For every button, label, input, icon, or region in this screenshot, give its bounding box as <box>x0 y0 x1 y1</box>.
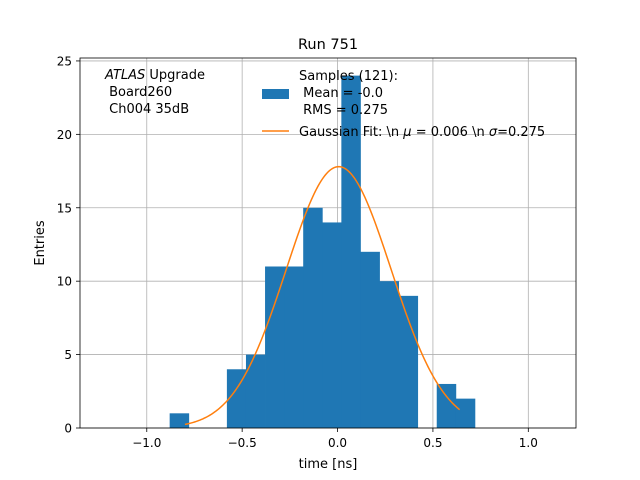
annotation-line-2: Board260 <box>105 85 172 100</box>
histogram-bar <box>360 251 380 428</box>
x-tick-label: 1.0 <box>519 436 538 450</box>
x-tick-label: 0.5 <box>423 436 442 450</box>
histogram-bar <box>265 266 285 428</box>
annotation-line-3: Ch004 35dB <box>105 102 189 117</box>
histogram-bar <box>341 75 361 428</box>
histogram-bar <box>303 207 323 428</box>
histogram-bars <box>169 75 476 428</box>
annotation-line-1: ATLAS Upgrade <box>104 68 205 83</box>
legend-histogram-line-2: Mean = -0.0 <box>299 86 383 101</box>
histogram-bar <box>169 413 190 428</box>
legend-histogram-line-3: RMS = 0.275 <box>299 103 388 118</box>
histogram-bar <box>322 222 342 428</box>
gaussian-fit-curve <box>184 165 461 426</box>
histogram-bar <box>436 383 457 428</box>
legend-fit-label: Gaussian Fit: \n μ = 0.006 \n σ=0.275 <box>299 125 545 140</box>
x-tick-label: 0.0 <box>328 436 347 450</box>
annotation-upgrade: Upgrade <box>145 68 205 83</box>
y-tick-label: 20 <box>57 128 72 142</box>
y-axis-label: Entries <box>33 220 48 266</box>
histogram-bar <box>245 354 266 428</box>
histogram-bar <box>226 369 247 428</box>
x-axis-label: time [ns] <box>299 457 358 472</box>
legend-fit-sigma: σ <box>489 125 498 140</box>
legend-histogram-line-1: Samples (121): <box>299 69 398 84</box>
y-axis-ticks: 0 5 10 15 20 25 <box>57 54 80 436</box>
legend-fit-prefix: Gaussian Fit: \n <box>299 125 403 140</box>
legend-fit-mid: = 0.006 \n <box>412 125 489 140</box>
x-tick-label: −1.0 <box>132 436 161 450</box>
y-tick-label: 15 <box>57 201 72 215</box>
axes-frame <box>79 57 577 429</box>
chart-title: Run 751 <box>298 37 358 53</box>
y-tick-label: 25 <box>57 54 72 68</box>
histogram-bar <box>398 295 419 428</box>
legend-fit-suffix: =0.275 <box>497 125 545 140</box>
y-tick-label: 10 <box>57 275 72 289</box>
legend: Samples (121): Mean = -0.0 RMS = 0.275 G… <box>262 69 545 140</box>
x-axis-ticks: −1.0 −0.5 0.0 0.5 1.0 <box>132 428 538 450</box>
histogram-bar <box>455 398 476 428</box>
y-tick-label: 5 <box>64 348 72 362</box>
legend-fit-mu: μ <box>402 125 411 140</box>
y-tick-label: 0 <box>64 422 72 436</box>
legend-histogram-swatch <box>262 89 289 99</box>
histogram-bar <box>284 266 304 428</box>
atlas-annotation: ATLAS Upgrade Board260 Ch004 35dB <box>104 68 205 117</box>
histogram-bar <box>379 281 399 428</box>
x-tick-label: −0.5 <box>228 436 257 450</box>
annotation-atlas: ATLAS <box>104 68 145 83</box>
